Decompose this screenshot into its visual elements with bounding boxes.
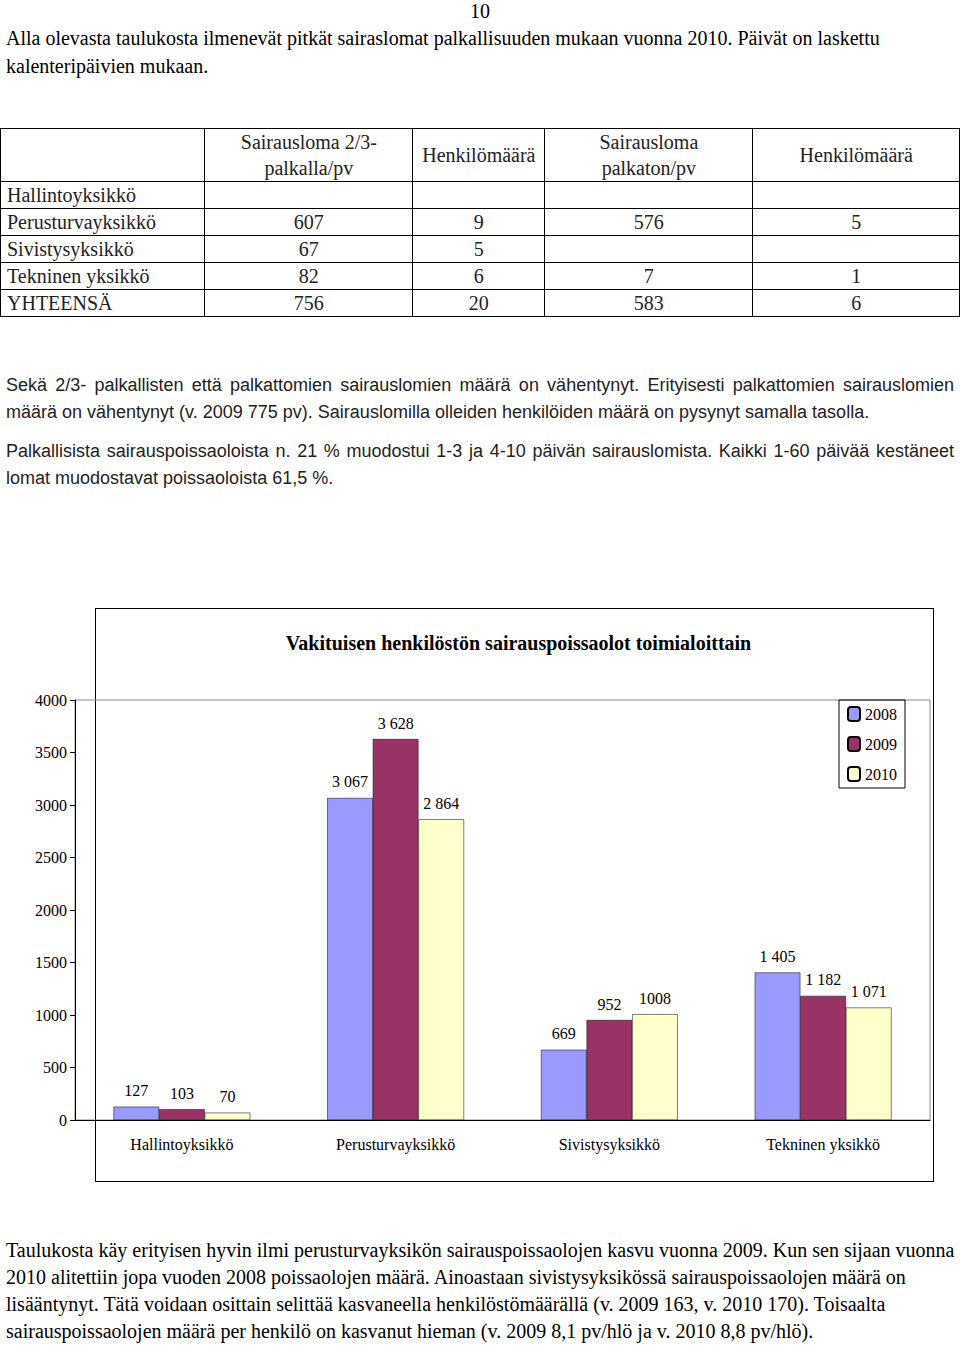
- html-text:607: 607: [293, 210, 324, 233]
- html-text:Sekä 2/3- palkallisten että pa: Sekä 2/3- palkallisten että palkattomien…: [6, 375, 954, 422]
- html-text:Perusturvayksikkö: Perusturvayksikkö: [7, 210, 156, 233]
- html-text:Tekninen yksikkö: Tekninen yksikkö: [7, 264, 150, 287]
- svg-text:2500: 2500: [35, 849, 67, 866]
- svg-text:Tekninen yksikkö: Tekninen yksikkö: [766, 1136, 880, 1154]
- svg-text:3500: 3500: [35, 744, 67, 761]
- html-text:6: 6: [473, 264, 484, 287]
- svg-text:Sivistysyksikkö: Sivistysyksikkö: [559, 1136, 660, 1154]
- html-text:67: 67: [298, 237, 319, 260]
- html-text:palkaton/pv: palkaton/pv: [601, 157, 697, 179]
- svg-text:2000: 2000: [35, 902, 67, 919]
- html-text:583: 583: [633, 291, 664, 314]
- html-text:9: 9: [473, 210, 484, 233]
- svg-text:Perusturvayksikkö: Perusturvayksikkö: [336, 1136, 455, 1154]
- html-text:756: 756: [293, 291, 324, 314]
- html-text:1: 1: [851, 264, 862, 287]
- svg-text:2 864: 2 864: [423, 795, 459, 812]
- html-text:Sairausloma 2/3-: Sairausloma 2/3-: [240, 131, 377, 153]
- svg-text:127: 127: [124, 1082, 148, 1099]
- svg-text:70: 70: [219, 1088, 235, 1105]
- html-text:Palkallisista sairauspoissaolo: Palkallisista sairauspoissaoloista n. 21…: [6, 441, 954, 488]
- svg-text:952: 952: [597, 996, 621, 1013]
- html-text:Henkilömäärä: Henkilömäärä: [422, 144, 536, 166]
- html-text:20: 20: [468, 291, 489, 314]
- html-text:5: 5: [473, 237, 484, 260]
- svg-text:3 628: 3 628: [378, 715, 414, 732]
- svg-text:1 182: 1 182: [805, 971, 841, 988]
- html-text:7: 7: [643, 264, 654, 287]
- html-text:6: 6: [851, 291, 862, 314]
- svg-text:1008: 1008: [639, 990, 671, 1007]
- html-text:Hallintoyksikkö: Hallintoyksikkö: [7, 183, 136, 206]
- html-text:576: 576: [633, 210, 664, 233]
- html-text:10: 10: [470, 0, 490, 22]
- svg-text:1000: 1000: [35, 1007, 67, 1024]
- svg-text:669: 669: [552, 1025, 576, 1042]
- html-text:palkalla/pv: palkalla/pv: [264, 157, 354, 179]
- svg-text:4000: 4000: [35, 692, 67, 709]
- svg-text:Vakituisen henkilöstön sairaus: Vakituisen henkilöstön sairauspoissaolot…: [286, 632, 751, 655]
- svg-text:Hallintoyksikkö: Hallintoyksikkö: [130, 1136, 233, 1154]
- svg-text:2008: 2008: [865, 706, 897, 723]
- html-text:5: 5: [851, 210, 862, 233]
- svg-text:2009: 2009: [865, 736, 897, 753]
- html-text:82: 82: [298, 264, 319, 287]
- html-text:Sivistysyksikkö: Sivistysyksikkö: [7, 237, 134, 260]
- svg-text:500: 500: [43, 1059, 67, 1076]
- svg-text:1 405: 1 405: [760, 948, 796, 965]
- html-text:Henkilömäärä: Henkilömäärä: [799, 144, 913, 166]
- html-text:Taulukosta käy erityisen hyvin: Taulukosta käy erityisen hyvin ilmi peru…: [6, 1239, 955, 1342]
- html-text:Sairausloma: Sairausloma: [599, 131, 699, 153]
- svg-text:3 067: 3 067: [332, 773, 368, 790]
- svg-text:1 071: 1 071: [851, 983, 887, 1000]
- svg-text:1500: 1500: [35, 954, 67, 971]
- svg-text:3000: 3000: [35, 797, 67, 814]
- svg-text:2010: 2010: [865, 766, 897, 783]
- html-text:YHTEENSÄ: YHTEENSÄ: [7, 291, 113, 314]
- html-text:Alla olevasta taulukosta ilmen: Alla olevasta taulukosta ilmenevät pitkä…: [6, 27, 880, 77]
- svg-text:103: 103: [170, 1085, 194, 1102]
- svg-text:0: 0: [59, 1112, 67, 1129]
